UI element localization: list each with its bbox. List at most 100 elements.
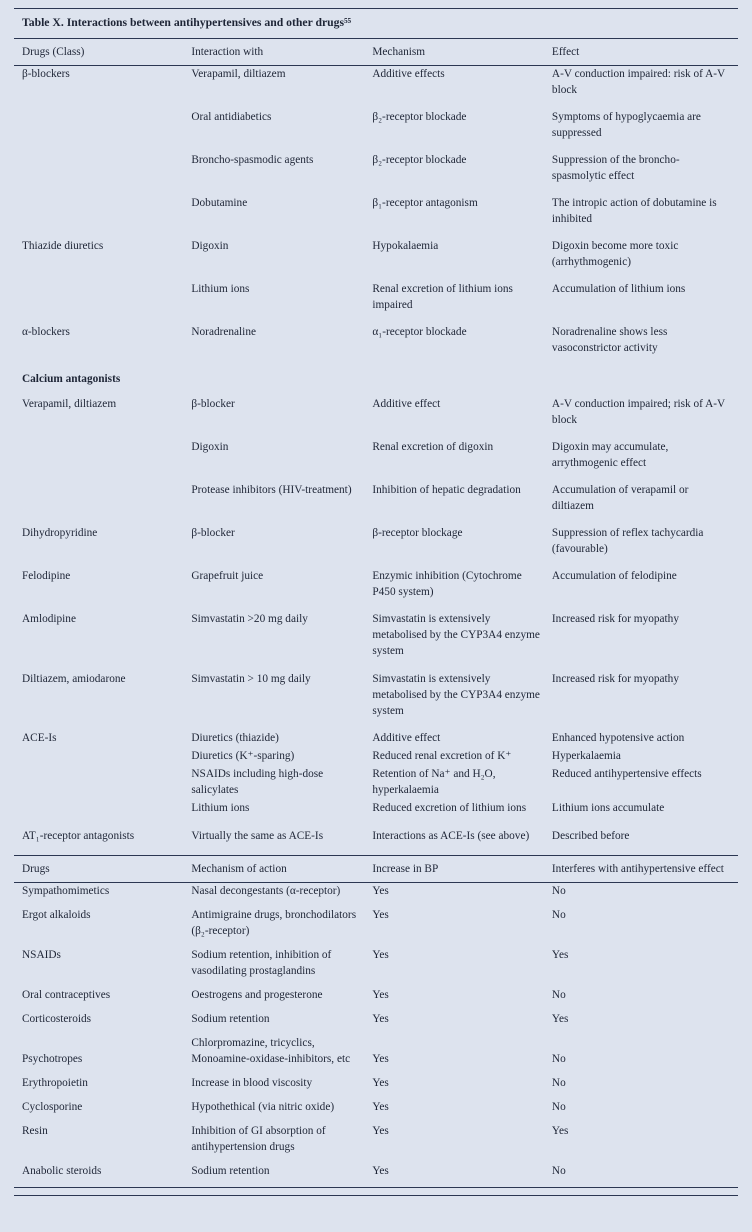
top-rule [14, 8, 738, 9]
cell-drug: Corticosteroids [22, 1013, 92, 1026]
table-row: Psychotropes Chlorpromazine, tricyclics,… [14, 1035, 738, 1075]
cell-effect: Digoxin become more toxic (arrhythmogeni… [551, 239, 679, 268]
influences-table: Drugs Mechanism of action Increase in BP… [14, 854, 738, 1187]
cell-drug-class [14, 109, 191, 152]
cell-drug: NSAIDs [22, 948, 61, 961]
cell-mechanism: Simvastatin is extensively metabolised b… [372, 613, 540, 658]
table-row: Sympathomimetics Nasal decongestants (α-… [14, 882, 738, 907]
cell-interaction-with: Lithium ions [191, 801, 250, 814]
cell-interferes: Yes [551, 1125, 569, 1138]
cell-increase-in-bp: Yes [372, 1125, 389, 1138]
cell-effect: Described before [551, 829, 630, 842]
cell-interaction-with: Verapamil, diltiazem [191, 67, 286, 80]
cell-drug-class: Verapamil, diltiazem [22, 398, 117, 411]
cell-interferes: No [551, 908, 566, 921]
cell-mechanism: α₁-receptor blockade [372, 326, 467, 339]
cell-interferes: No [551, 988, 566, 1001]
cell-effect: Symptoms of hypoglycaemia are suppressed [551, 110, 701, 139]
cell-mechanism: Reduced excretion of lithium ions [372, 801, 527, 814]
cell-interaction-with: Digoxin [191, 441, 229, 454]
cell-interaction-with: Dobutamine [191, 196, 248, 209]
table-row: Erythropoietin Increase in blood viscosi… [14, 1075, 738, 1099]
cell-effect: Accumulation of verapamil or diltiazem [551, 484, 689, 513]
cell-drug: Ergot alkaloids [22, 908, 91, 921]
bottom-rule-1 [14, 1187, 738, 1189]
table-row: NSAIDs including high-dose salicylates R… [14, 766, 738, 800]
cell-drug-class: Diltiazem, amiodarone [22, 672, 126, 685]
table-row: Oral contraceptives Oestrogens and proge… [14, 987, 738, 1011]
cell-effect: Noradrenaline shows less vasoconstrictor… [551, 326, 668, 355]
cell-interferes: Yes [551, 1013, 569, 1026]
header-row: Drugs (Class) Interaction with Mechanism… [14, 38, 738, 66]
cell-effect: The intropic action of dobutamine is inh… [551, 196, 717, 225]
cell-drug-class: β-blockers [22, 67, 70, 80]
cell-interaction-with: Simvastatin >20 mg daily [191, 613, 308, 626]
table-row: Ergot alkaloids Antimigraine drugs, bron… [14, 907, 738, 947]
cell-effect [552, 367, 738, 396]
cell-interaction-with: Diuretics (K⁺-sparing) [191, 749, 295, 762]
cell-drug-class: Felodipine [22, 570, 71, 583]
table-row: Calcium antagonists [14, 367, 738, 396]
column-header-effect: Effect [551, 38, 738, 66]
interactions-table-header: Drugs (Class) Interaction with Mechanism… [14, 38, 738, 66]
table-row: α-blockers Noradrenaline α₁-receptor blo… [14, 324, 738, 367]
table-row: Thiazide diuretics Digoxin Hypokalaemia … [14, 238, 738, 281]
cell-drug-class [14, 748, 191, 766]
table-row: Lithium ions Renal excretion of lithium … [14, 281, 738, 324]
cell-drug-class [14, 439, 191, 482]
cell-interaction-with: β-blocker [191, 527, 235, 540]
cell-increase-in-bp: Yes [372, 948, 389, 961]
cell-mechanism: Renal excretion of digoxin [372, 441, 494, 454]
column-header-interaction-with: Interaction with [191, 38, 373, 66]
table-row: Dobutamine β₁-receptor antagonism The in… [14, 195, 738, 238]
influences-table-header: Drugs Mechanism of action Increase in BP… [14, 854, 738, 883]
cell-mechanism: Renal excretion of lithium ions impaired [372, 282, 513, 311]
table-row: Oral antidiabetics β₂-receptor blockade … [14, 109, 738, 152]
table-row: Lithium ions Reduced excretion of lithiu… [14, 800, 738, 818]
cell-interaction-with: Broncho-spasmodic agents [191, 153, 314, 166]
cell-drug-class: Amlodipine [22, 613, 76, 626]
cell-increase-in-bp: Yes [372, 988, 389, 1001]
cell-drug: Sympathomimetics [22, 884, 110, 897]
cell-mechanism-of-action: Sodium retention [191, 1013, 270, 1026]
cell-interferes: No [551, 1053, 566, 1066]
cell-increase-in-bp: Yes [372, 1165, 389, 1178]
table-row: NSAIDs Sodium retention, inhibition of v… [14, 947, 738, 987]
cell-effect: Accumulation of lithium ions [551, 282, 686, 295]
cell-drug-class [14, 281, 191, 324]
table-row: Diuretics (K⁺-sparing) Reduced renal exc… [14, 748, 738, 766]
cell-drug-class: ACE-Is [22, 731, 57, 744]
cell-drug-class: Thiazide diuretics [22, 239, 104, 252]
table-row: Broncho-spasmodic agents β₂-receptor blo… [14, 152, 738, 195]
cell-mechanism: Additive effect [372, 398, 441, 411]
cell-interaction-with: Lithium ions [191, 282, 250, 295]
cell-mechanism-of-action: Inhibition of GI absorption of antihyper… [191, 1125, 326, 1154]
cell-mechanism: Inhibition of hepatic degradation [372, 484, 521, 497]
cell-interaction-with: Simvastatin > 10 mg daily [191, 672, 311, 685]
cell-drug-class [14, 800, 191, 818]
cell-effect: Increased risk for myopathy [551, 613, 679, 626]
table-row: ACE-Is Diuretics (thiazide) Additive eff… [14, 730, 738, 748]
cell-drug-class: AT₁-receptor antagonists [22, 829, 135, 842]
cell-effect: Lithium ions accumulate [551, 801, 665, 814]
cell-drug: Oral contraceptives [22, 988, 111, 1001]
column-header-interferes: Interferes with antihypertensive effect [551, 854, 738, 883]
cell-mechanism: Additive effects [372, 67, 445, 80]
cell-effect: Increased risk for myopathy [551, 672, 679, 685]
cell-mechanism: β₂-receptor blockade [372, 110, 467, 123]
cell-interferes: No [551, 1101, 566, 1114]
cell-mechanism-of-action: Sodium retention [191, 1165, 270, 1178]
cell-mechanism-of-action: Oestrogens and progesterone [191, 988, 323, 1001]
cell-effect: Enhanced hypotensive action [551, 731, 685, 744]
cell-interaction-with: Noradrenaline [191, 326, 256, 339]
cell-drug-class: Dihydropyridine [22, 527, 98, 540]
cell-increase-in-bp: Yes [372, 1077, 389, 1090]
cell-increase-in-bp: Yes [372, 884, 389, 897]
interactions-table-body: β-blockers Verapamil, diltiazem Additive… [14, 65, 738, 855]
cell-mechanism-of-action: Antimigraine drugs, bronchodilators (β₂-… [191, 908, 357, 937]
cell-mechanism: β₁-receptor antagonism [372, 196, 478, 209]
influences-table-body: Sympathomimetics Nasal decongestants (α-… [14, 882, 738, 1187]
cell-drug: Erythropoietin [22, 1077, 88, 1090]
table-row: Resin Inhibition of GI absorption of ant… [14, 1123, 738, 1163]
